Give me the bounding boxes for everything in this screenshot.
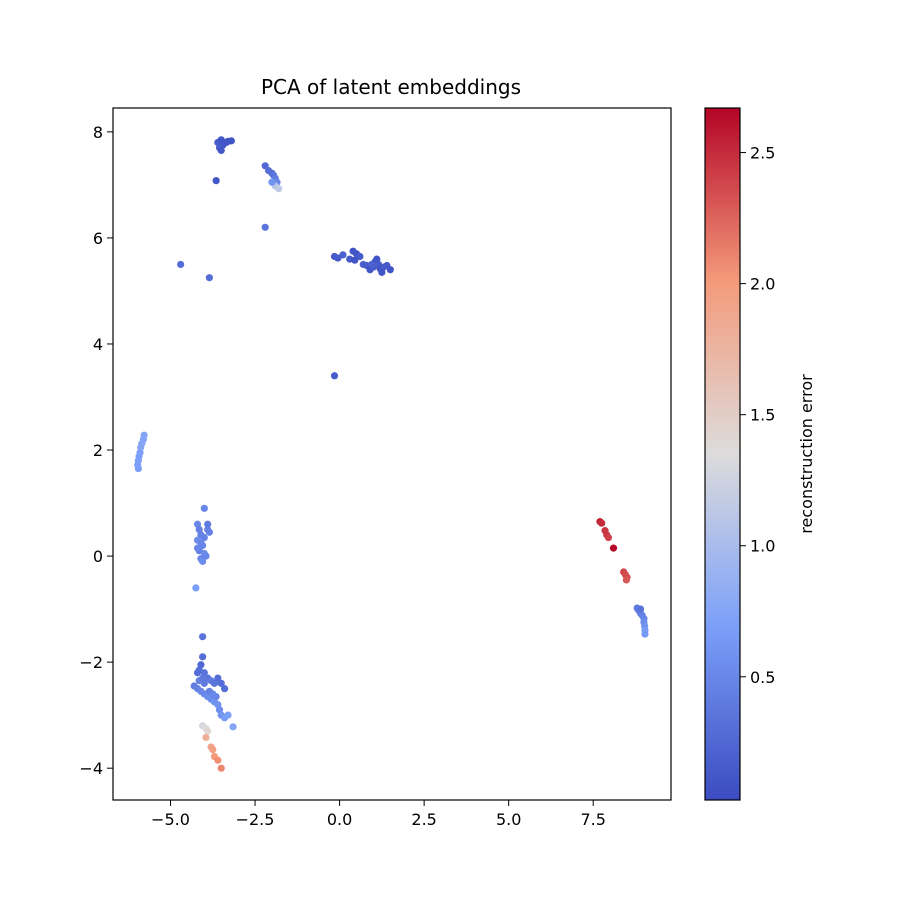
data-point bbox=[224, 711, 232, 719]
colorbar-label: reconstruction error bbox=[797, 374, 816, 534]
colorbar-tick-label: 1.0 bbox=[750, 537, 775, 556]
data-point bbox=[351, 256, 359, 264]
data-point bbox=[199, 653, 207, 661]
colorbar-ticks: 0.5 1.0 1.5 2.0 2.5 bbox=[740, 144, 775, 687]
data-point bbox=[136, 449, 144, 457]
data-point bbox=[212, 177, 220, 185]
x-axis: −5.0 −2.5 0.0 2.5 5.0 7.5 bbox=[151, 800, 606, 829]
colorbar-tick-label: 1.5 bbox=[750, 406, 775, 425]
y-tick-label: 0 bbox=[93, 547, 103, 566]
plot-frame bbox=[112, 107, 672, 801]
data-point bbox=[339, 251, 347, 259]
y-tick-label: 8 bbox=[93, 123, 103, 142]
y-tick-label: 6 bbox=[93, 229, 103, 248]
data-point bbox=[209, 746, 217, 754]
data-point bbox=[199, 633, 207, 641]
y-tick-label: −2 bbox=[79, 653, 103, 672]
data-point bbox=[193, 544, 202, 552]
y-axis: −4 −2 0 2 4 6 8 bbox=[79, 123, 113, 778]
data-point bbox=[217, 764, 225, 772]
data-point bbox=[202, 733, 210, 742]
colorbar bbox=[704, 107, 741, 801]
colorbar-tick-label: 2.5 bbox=[750, 144, 775, 163]
data-point bbox=[229, 723, 237, 731]
data-point bbox=[368, 260, 376, 269]
data-point bbox=[199, 557, 207, 565]
data-point bbox=[214, 674, 222, 682]
data-point bbox=[378, 268, 386, 276]
data-point bbox=[177, 260, 185, 269]
data-point bbox=[636, 605, 645, 613]
data-point bbox=[217, 146, 225, 155]
data-point bbox=[222, 138, 230, 147]
x-tick-label: −2.5 bbox=[236, 810, 275, 829]
data-point bbox=[604, 533, 613, 542]
chart-title: PCA of latent embeddings bbox=[261, 75, 521, 99]
data-point bbox=[200, 533, 208, 542]
data-point bbox=[205, 274, 213, 282]
data-point bbox=[214, 756, 222, 764]
data-point bbox=[622, 576, 630, 584]
data-point bbox=[205, 528, 213, 536]
data-point bbox=[221, 685, 229, 693]
data-point bbox=[261, 223, 269, 231]
data-point bbox=[192, 584, 200, 592]
data-point bbox=[268, 178, 276, 186]
x-tick-label: 5.0 bbox=[496, 810, 521, 829]
x-tick-label: 7.5 bbox=[580, 810, 605, 829]
x-tick-label: 2.5 bbox=[411, 810, 436, 829]
x-tick-label: −5.0 bbox=[151, 810, 190, 829]
data-point bbox=[386, 266, 394, 274]
data-point bbox=[199, 674, 207, 682]
x-tick-label: 0.0 bbox=[327, 810, 352, 829]
y-tick-label: 2 bbox=[93, 441, 103, 460]
data-point bbox=[197, 539, 205, 547]
data-point bbox=[193, 669, 202, 677]
y-tick-label: −4 bbox=[79, 759, 103, 778]
data-point bbox=[204, 520, 212, 528]
data-point bbox=[598, 519, 606, 527]
data-point bbox=[356, 252, 364, 261]
points-layer bbox=[134, 136, 649, 772]
data-point bbox=[140, 431, 148, 439]
colorbar-tick-label: 0.5 bbox=[750, 668, 775, 687]
data-point bbox=[609, 544, 618, 552]
data-point bbox=[212, 692, 220, 701]
data-point bbox=[330, 372, 339, 380]
data-point bbox=[204, 727, 212, 735]
data-point bbox=[275, 185, 283, 193]
colorbar-tick-label: 2.0 bbox=[750, 275, 775, 294]
data-point bbox=[200, 504, 208, 512]
data-point bbox=[210, 679, 219, 687]
data-point bbox=[217, 679, 225, 687]
y-tick-label: 4 bbox=[93, 335, 103, 354]
data-point bbox=[202, 552, 210, 560]
data-point bbox=[641, 630, 649, 638]
